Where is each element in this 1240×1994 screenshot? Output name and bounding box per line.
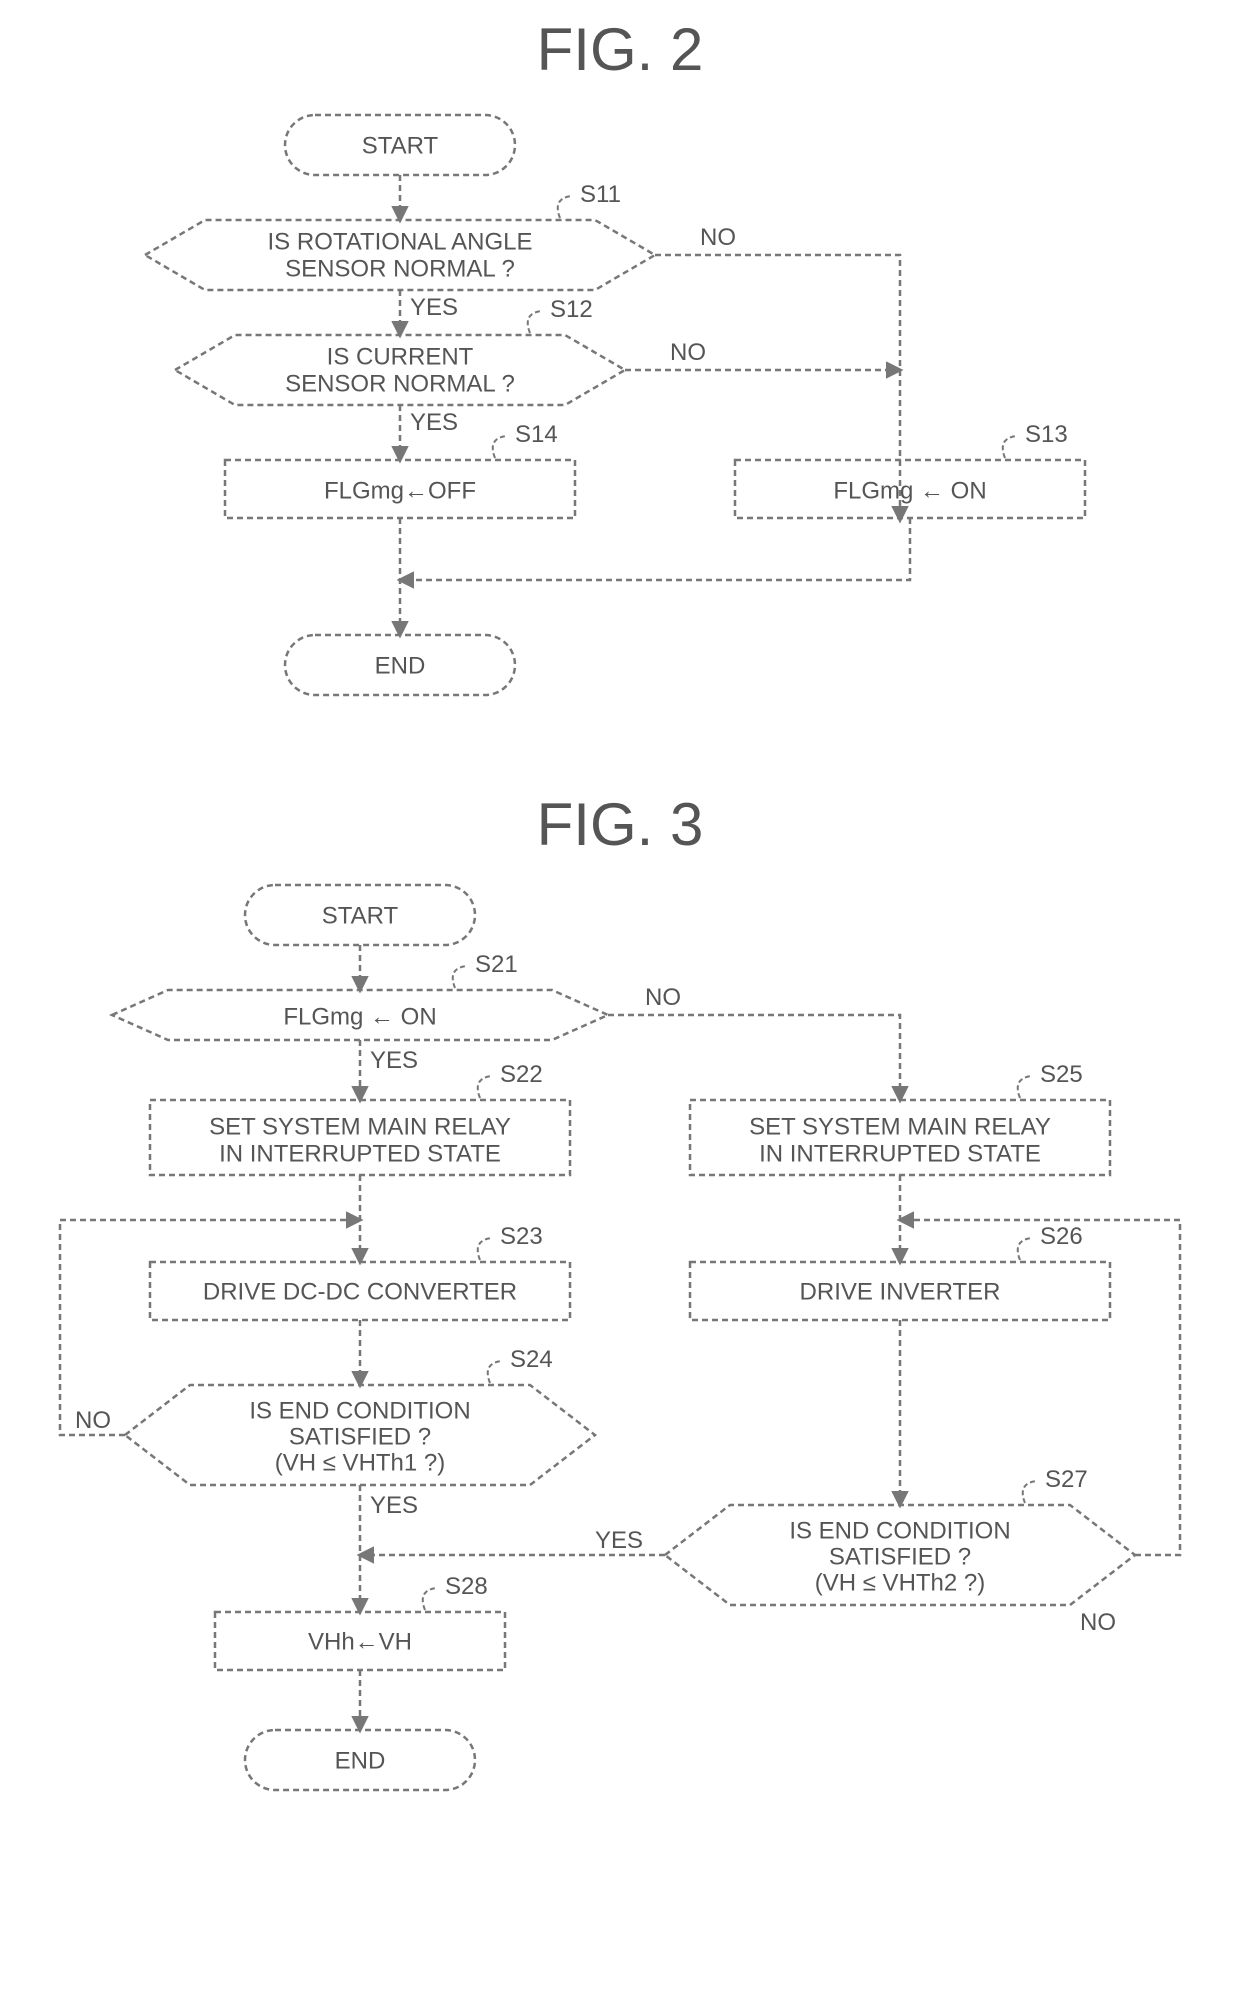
fig2-s11-tag: S11 xyxy=(580,181,621,208)
fig3-s22: SET SYSTEM MAIN RELAY IN INTERRUPTED STA… xyxy=(150,1061,570,1175)
fig3-s21-yes: YES xyxy=(370,1047,418,1074)
fig3-s22-tag: S22 xyxy=(500,1061,543,1088)
fig3-s24-line0: IS END CONDITION xyxy=(249,1397,470,1424)
fig3-s25-line0: SET SYSTEM MAIN RELAY xyxy=(749,1113,1051,1140)
fig3-s25-line1: IN INTERRUPTED STATE xyxy=(759,1140,1041,1167)
fig3-s24-tag: S24 xyxy=(510,1346,553,1373)
fig2-s13: FLGmg ← ON S13 xyxy=(735,421,1085,518)
fig3-s21: FLGmg ← ON S21 xyxy=(112,951,608,1040)
fig2-start-label: START xyxy=(362,132,439,159)
fig2-s11-line0: IS ROTATIONAL ANGLE xyxy=(268,228,533,255)
fig3-s24-no: NO xyxy=(75,1407,111,1434)
fig3-s27-yes: YES xyxy=(595,1527,643,1554)
fig3-end: END xyxy=(245,1730,475,1790)
fig2-s12-tag: S12 xyxy=(550,296,593,323)
fig3-s24: IS END CONDITION SATISFIED ? (VH ≤ VHTh1… xyxy=(125,1346,595,1485)
fig3-s27-no: NO xyxy=(1080,1609,1116,1636)
fig2-s12-line1: SENSOR NORMAL ? xyxy=(285,370,515,397)
fig3-start: START xyxy=(245,885,475,945)
fig3-s23-label: DRIVE DC-DC CONVERTER xyxy=(203,1278,517,1305)
fig3-s28-label: VHh←VH xyxy=(308,1628,412,1655)
fig2-title: FIG. 2 xyxy=(537,16,704,83)
fig3-s27-line0: IS END CONDITION xyxy=(789,1517,1010,1544)
fig3-s27-line2: (VH ≤ VHTh2 ?) xyxy=(815,1569,986,1596)
fig3-s28-tag: S28 xyxy=(445,1573,488,1600)
fig3-s22-line0: SET SYSTEM MAIN RELAY xyxy=(209,1113,511,1140)
fig2-s12-yes: YES xyxy=(410,409,458,436)
fig3-s26-label: DRIVE INVERTER xyxy=(800,1278,1001,1305)
fig3-s24-yes: YES xyxy=(370,1492,418,1519)
fig2-s13-label: FLGmg ← ON xyxy=(833,477,986,504)
fig2-s14-label: FLGmg←OFF xyxy=(324,477,476,504)
fig3-s21-label: FLGmg ← ON xyxy=(283,1003,436,1030)
fig2-s12-no: NO xyxy=(670,339,706,366)
fig3-end-label: END xyxy=(335,1747,386,1774)
fig3-s24-line1: SATISFIED ? xyxy=(289,1423,431,1450)
fig3-s27-line1: SATISFIED ? xyxy=(829,1543,971,1570)
fig2-s11-no: NO xyxy=(700,224,736,251)
fig2-s11-line1: SENSOR NORMAL ? xyxy=(285,255,515,282)
fig3-start-label: START xyxy=(322,902,399,929)
edge xyxy=(608,1015,900,1100)
fig2-end-label: END xyxy=(375,652,426,679)
fig3-s25-tag: S25 xyxy=(1040,1061,1083,1088)
fig3-s26-tag: S26 xyxy=(1040,1223,1083,1250)
fig3-s21-tag: S21 xyxy=(475,951,518,978)
fig3-s22-line1: IN INTERRUPTED STATE xyxy=(219,1140,501,1167)
fig2-s14-tag: S14 xyxy=(515,421,558,448)
fig3-title: FIG. 3 xyxy=(537,791,704,858)
fig3: FIG. 3 START FLGmg ← ON S21 NO YES SET S… xyxy=(60,791,1180,1790)
fig3-s27: IS END CONDITION SATISFIED ? (VH ≤ VHTh2… xyxy=(665,1466,1135,1605)
fig2: FIG. 2 START IS ROTATIONAL ANGLE SENSOR … xyxy=(145,16,1085,695)
fig2-s12-line0: IS CURRENT xyxy=(327,343,474,370)
fig2-s13-tag: S13 xyxy=(1025,421,1068,448)
fig3-s24-line2: (VH ≤ VHTh1 ?) xyxy=(275,1449,446,1476)
flowchart-canvas: FIG. 2 START IS ROTATIONAL ANGLE SENSOR … xyxy=(0,0,1240,1994)
edge xyxy=(400,518,910,580)
fig3-s23-tag: S23 xyxy=(500,1223,543,1250)
fig2-start: START xyxy=(285,115,515,175)
fig3-s21-no: NO xyxy=(645,984,681,1011)
fig2-s11-yes: YES xyxy=(410,294,458,321)
fig3-s27-tag: S27 xyxy=(1045,1466,1088,1493)
fig2-end: END xyxy=(285,635,515,695)
